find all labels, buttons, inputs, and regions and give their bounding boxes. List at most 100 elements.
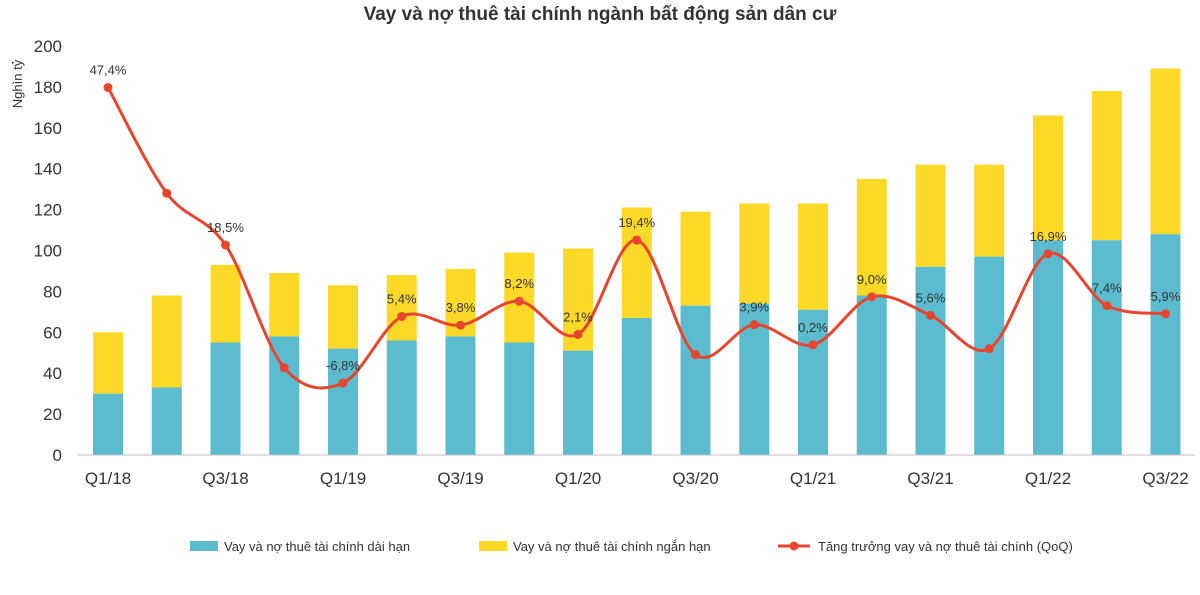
y-tick-label: 0: [53, 446, 62, 465]
bar-short-term: [151, 295, 182, 388]
bar-short-term: [680, 211, 711, 306]
growth-point: [749, 320, 759, 330]
y-axis-label: Nghìn tỷ: [10, 59, 25, 108]
x-tick-label: Q1/20: [555, 469, 601, 488]
y-tick-label: 200: [34, 37, 62, 56]
bar-short-term: [798, 203, 828, 310]
growth-data-label: 0,2%: [798, 320, 828, 335]
growth-point: [926, 310, 935, 320]
bar-short-term: [856, 178, 887, 296]
y-axis: 0 20 40 60 80 100 120 140 160 180 200: [34, 37, 62, 465]
growth-point: [397, 311, 407, 321]
bar-short-term: [1091, 90, 1122, 241]
growth-data-label: 3,9%: [739, 300, 769, 315]
y-tick-label: 120: [34, 201, 62, 220]
x-tick-label: Q3/20: [672, 469, 718, 488]
x-tick-label: Q3/22: [1142, 469, 1188, 488]
legend-swatch-growth-point: [789, 541, 799, 551]
growth-data-label: 5,4%: [387, 291, 417, 306]
growth-data-label: 3,8%: [446, 300, 476, 315]
growth-point: [103, 82, 113, 92]
bar-long-term: [328, 348, 358, 455]
growth-point: [632, 235, 642, 245]
bar-long-term: [151, 387, 182, 455]
growth-point: [1043, 249, 1053, 259]
x-tick-label: Q3/19: [437, 469, 483, 488]
bar-short-term: [915, 164, 946, 267]
bar-short-term: [974, 164, 1005, 257]
growth-point: [456, 320, 465, 330]
growth-data-label: 9,0%: [857, 272, 887, 287]
growth-data-label: 16,9%: [1030, 229, 1067, 244]
bar-long-term: [856, 295, 887, 455]
growth-line-series: 47,4% 18,5% -6,8% 5,4% 3,8% 8,2% 2,1% 19,4% 3,9%…: [90, 62, 1181, 390]
chart-title: Vay và nợ thuê tài chính ngành bất động …: [364, 4, 837, 25]
legend-label-growth: Tăng trưởng vay và nợ thuê tài chính (Qo…: [818, 539, 1073, 554]
legend-label-short-term: Vay và nợ thuê tài chính ngắn hạn: [513, 539, 711, 554]
growth-data-label: 47,4%: [90, 62, 127, 77]
bar-short-term: [269, 272, 300, 337]
legend-swatch-long-term: [190, 541, 218, 551]
bar-series: [93, 68, 1181, 455]
growth-data-label: 7,4%: [1092, 281, 1122, 296]
bar-short-term: [210, 264, 241, 343]
bar-short-term: [328, 285, 358, 349]
x-tick-label: Q1/21: [790, 469, 836, 488]
y-tick-label: 180: [34, 78, 62, 97]
x-tick-label: Q3/18: [202, 469, 248, 488]
bar-short-term: [1150, 68, 1181, 235]
bar-long-term: [269, 336, 300, 455]
bar-short-term: [739, 203, 770, 304]
bar-long-term: [504, 342, 535, 455]
growth-point: [279, 363, 289, 373]
growth-point: [573, 329, 583, 339]
growth-data-label: 18,5%: [207, 220, 244, 235]
bar-long-term: [915, 266, 946, 455]
growth-point: [1102, 301, 1112, 311]
y-tick-label: 60: [43, 323, 62, 342]
growth-point: [691, 350, 700, 360]
y-tick-label: 140: [34, 160, 62, 179]
growth-data-label: 8,2%: [504, 276, 534, 291]
growth-point: [867, 292, 877, 302]
bar-long-term: [445, 336, 476, 455]
growth-data-label: 5,9%: [1151, 289, 1181, 304]
growth-data-label: -6,8%: [326, 358, 360, 373]
legend-label-long-term: Vay và nợ thuê tài chính dài hạn: [224, 539, 410, 554]
y-tick-label: 100: [34, 242, 62, 261]
bar-long-term: [1033, 240, 1063, 455]
bar-long-term: [974, 256, 1005, 455]
bar-long-term: [386, 340, 417, 455]
bar-short-term: [93, 332, 123, 394]
y-tick-label: 40: [43, 364, 62, 383]
growth-data-label: 2,1%: [563, 309, 593, 324]
bar-long-term: [93, 393, 123, 455]
growth-point: [808, 340, 818, 350]
growth-point: [338, 378, 348, 388]
growth-point: [162, 188, 172, 198]
bar-long-term: [798, 309, 828, 455]
x-axis: Q1/18 Q3/18 Q1/19 Q3/19 Q1/20 Q3/20 Q1/21 Q3/21…: [85, 469, 1189, 488]
bar-long-term: [563, 350, 593, 455]
legend: Vay và nợ thuê tài chính dài hạn Vay và n…: [190, 539, 1073, 554]
growth-point: [514, 296, 524, 306]
legend-swatch-short-term: [479, 541, 507, 551]
growth-point: [984, 344, 994, 354]
growth-data-label: 5,6%: [916, 290, 946, 305]
y-tick-label: 80: [43, 282, 62, 301]
growth-point: [1161, 309, 1170, 319]
bar-long-term: [1150, 234, 1181, 455]
bar-long-term: [1091, 240, 1122, 455]
bar-long-term: [621, 317, 652, 455]
bar-short-term: [1033, 115, 1063, 241]
bar-long-term: [210, 342, 241, 455]
y-tick-label: 160: [34, 119, 62, 138]
x-tick-label: Q1/22: [1025, 469, 1071, 488]
x-tick-label: Q1/19: [320, 469, 366, 488]
bar-long-term: [680, 305, 711, 455]
growth-data-label: 19,4%: [618, 215, 655, 230]
y-tick-label: 20: [43, 405, 62, 424]
x-tick-label: Q3/21: [907, 469, 953, 488]
bar-short-term: [386, 275, 417, 341]
